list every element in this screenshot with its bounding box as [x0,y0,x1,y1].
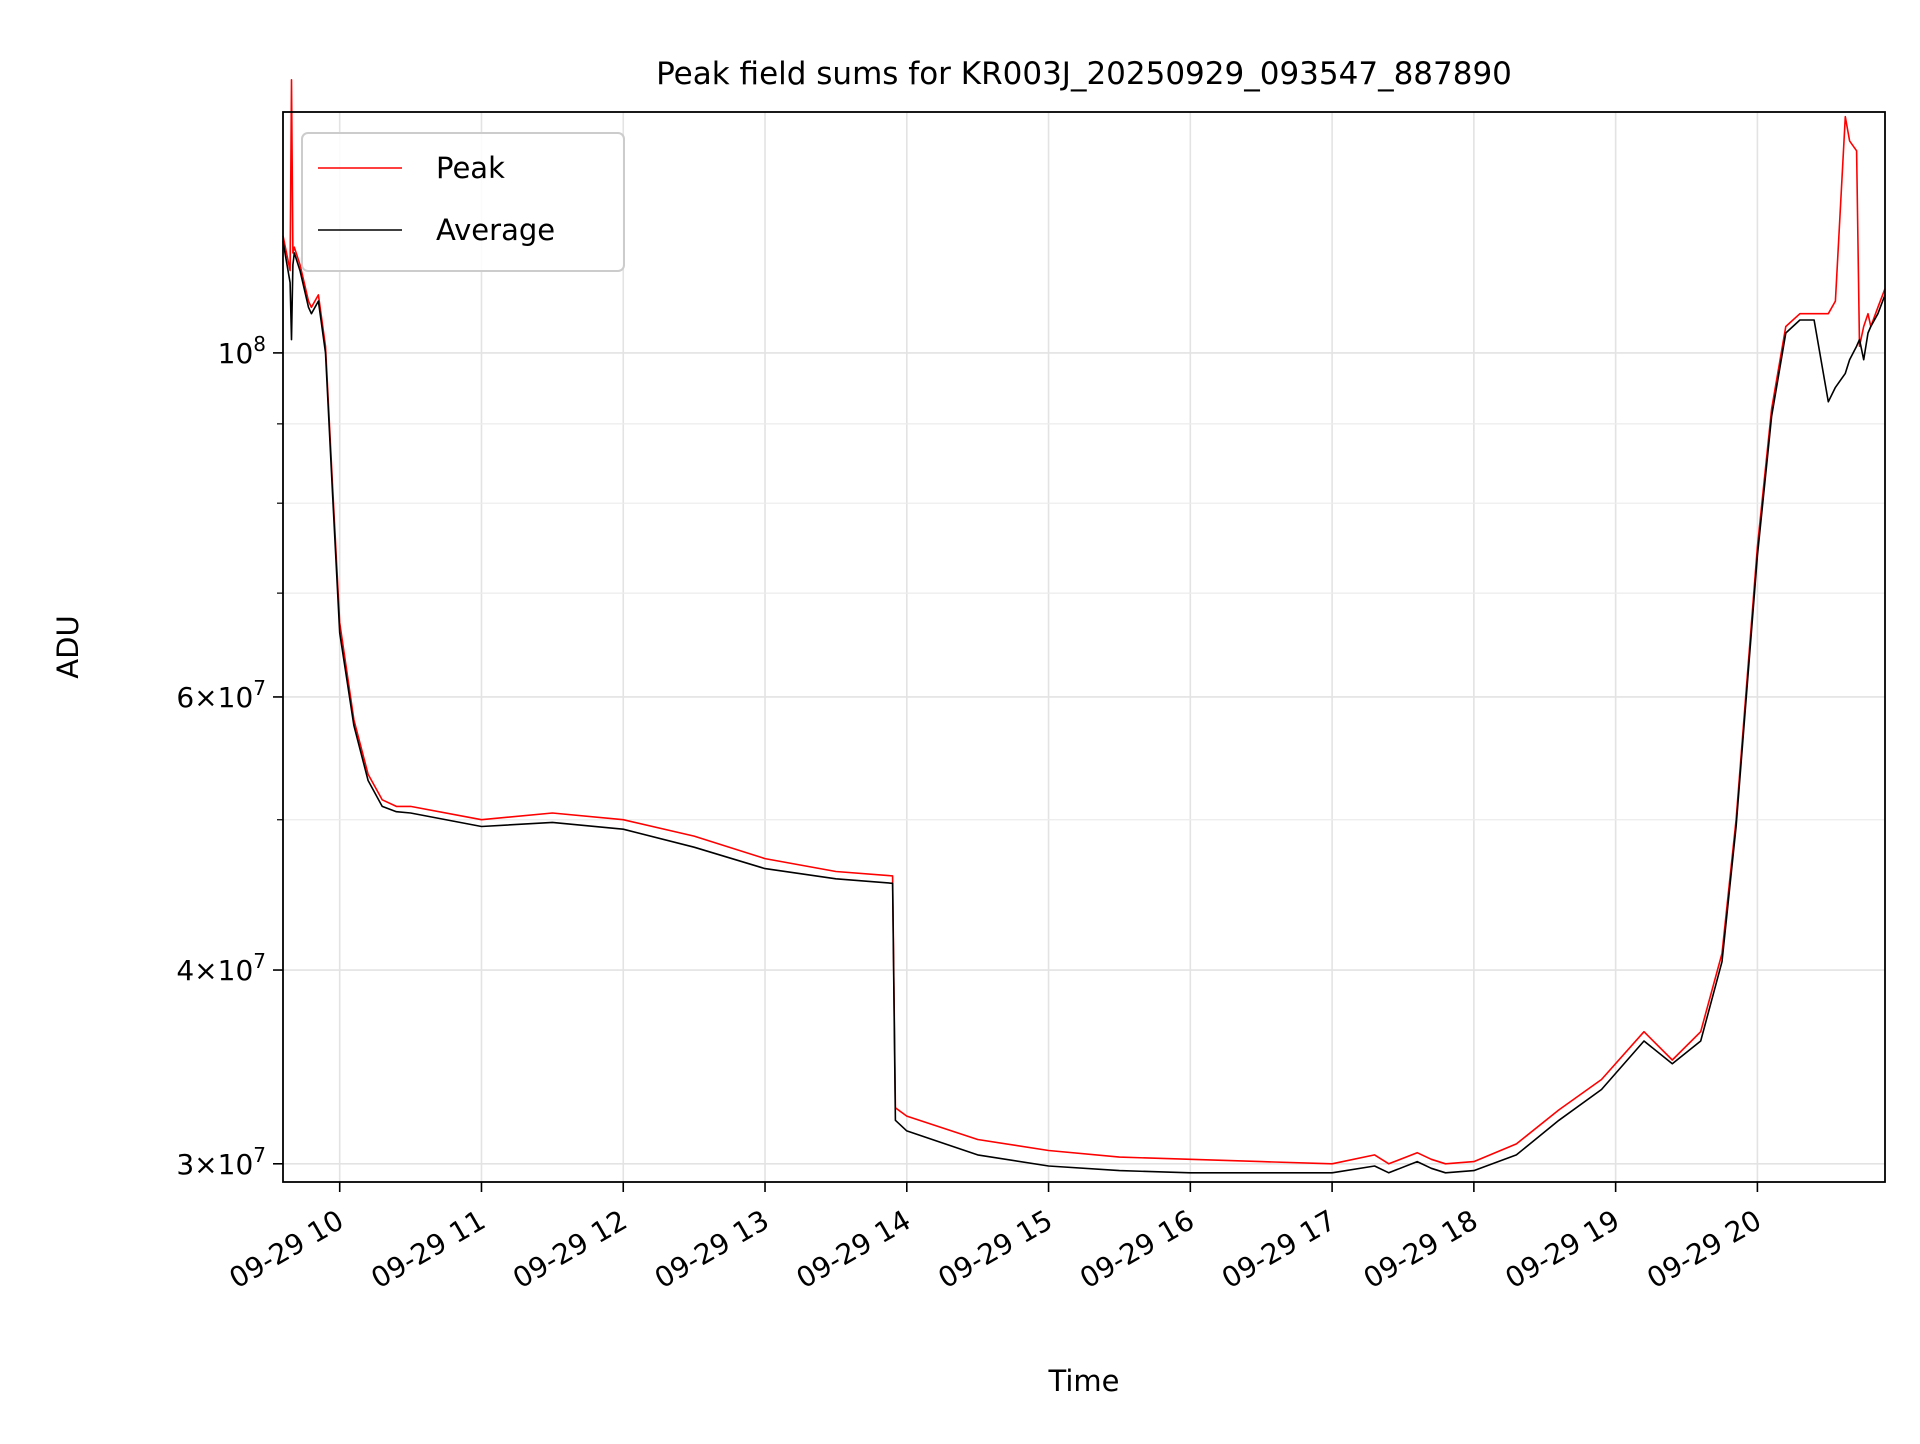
x-tick-label: 09-29 12 [507,1203,633,1295]
legend: Peak Average [301,132,625,272]
y-tick-label: 6×107 [176,676,266,714]
x-tick-label: 09-29 16 [1074,1203,1200,1295]
x-tick-label: 09-29 19 [1500,1203,1626,1295]
x-axis-label: Time [1048,1364,1120,1398]
x-tick-label: 09-29 15 [933,1203,1059,1295]
y-tick-label: 4×107 [176,949,266,987]
y-tick-label: 3×107 [176,1143,266,1181]
grid [283,112,1885,1182]
x-tick-label: 09-29 10 [224,1203,350,1295]
y-axis-label: ADU [51,615,85,678]
series-line-average [282,241,1886,1174]
chart-title: Peak field sums for KR003J_20250929_0935… [656,56,1512,92]
x-tick-label: 09-29 14 [791,1203,917,1295]
x-tick-label: 09-29 17 [1216,1203,1342,1295]
x-tick-label: 09-29 13 [649,1203,775,1295]
legend-label-average: Average [436,213,555,247]
series-layer [282,79,1886,1174]
plot-frame [282,111,1886,1183]
x-tick-label: 09-29 11 [365,1203,491,1295]
x-tick-label: 09-29 20 [1641,1203,1767,1295]
x-tick-label: 09-29 18 [1358,1203,1484,1295]
y-tick-label: 108 [218,332,266,370]
legend-label-peak: Peak [436,151,505,185]
